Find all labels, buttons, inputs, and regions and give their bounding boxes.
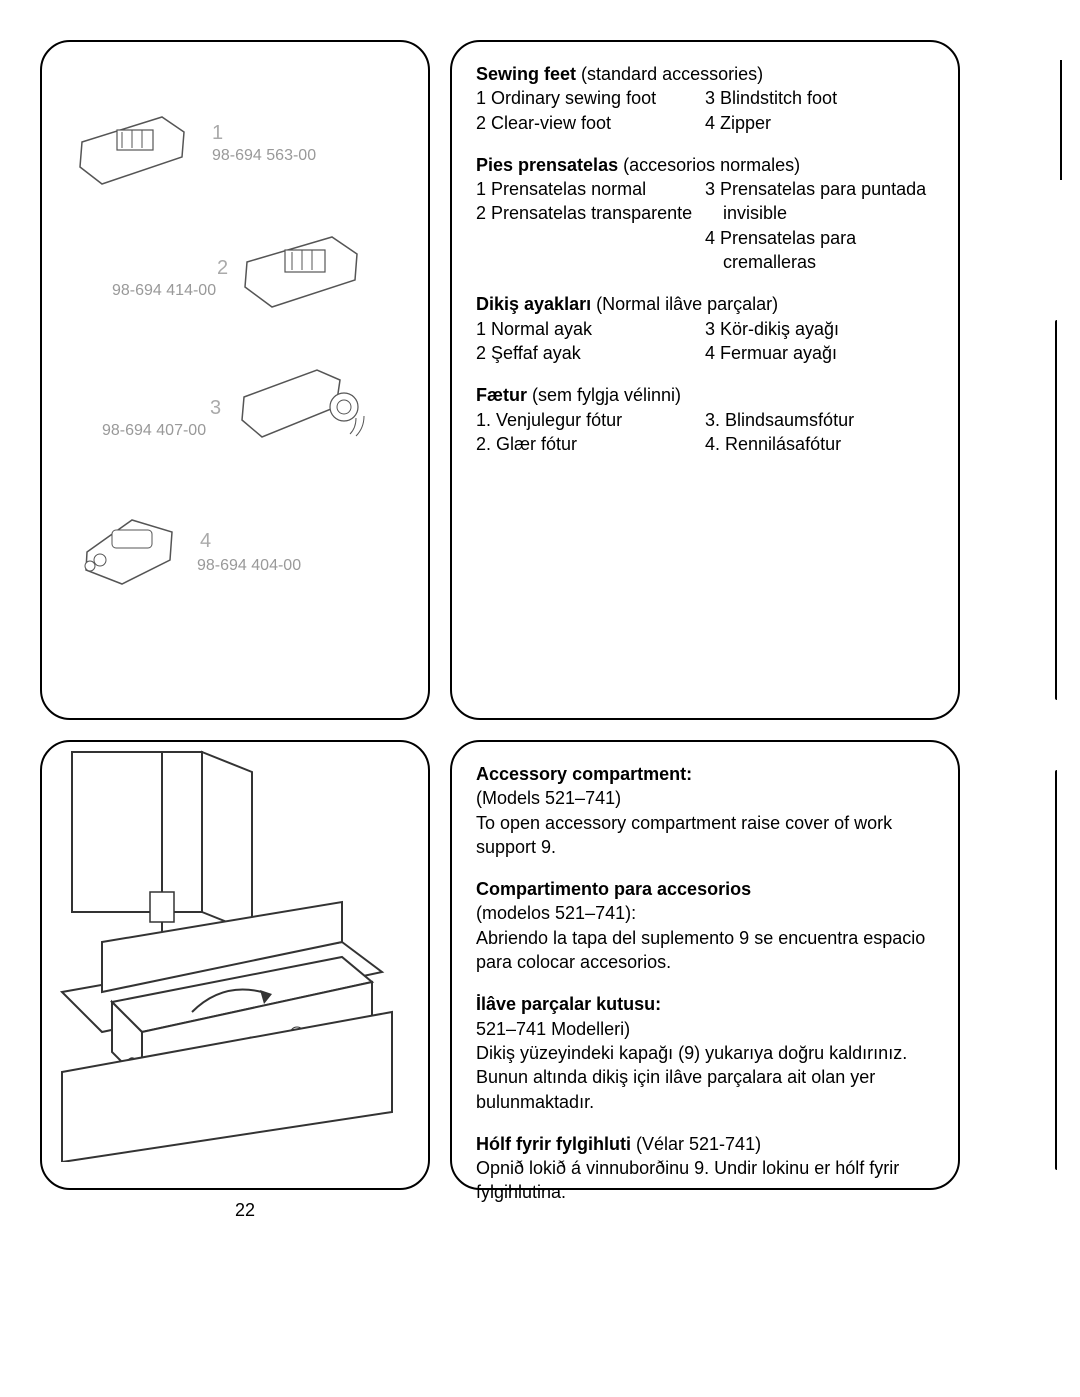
item-3-number: 3	[210, 397, 221, 420]
row-top: 1 98-694 563-00 2 98-694 414-00 3 98	[40, 40, 1040, 720]
tr-head-rest: (Normal ilâve parçalar)	[591, 294, 778, 314]
comp-es-l1: (modelos 521–741):	[476, 901, 934, 925]
en-head-rest: (standard accessories)	[576, 64, 763, 84]
foot-3-icon	[232, 362, 372, 457]
compartment-icon	[42, 742, 402, 1162]
comp-es: Compartimento para accesorios (modelos 5…	[476, 877, 934, 974]
section-is: Fætur (sem fylgja vélinni) 1. Venjulegur…	[476, 383, 934, 456]
item-4-partno: 98-694 404-00	[197, 557, 301, 575]
section-en: Sewing feet (standard accessories) 1 Ord…	[476, 62, 934, 135]
en-l1: 1 Ordinary sewing foot	[476, 86, 705, 110]
tr-l1: 1 Normal ayak	[476, 317, 705, 341]
edge-hint-3	[1055, 770, 1057, 1170]
section-es: Pies prensatelas (accesorios normales) 1…	[476, 153, 934, 274]
is-head-rest: (sem fylgja vélinni)	[527, 385, 681, 405]
item-1-number: 1	[212, 122, 223, 145]
comp-tr-l2: Dikiş yüzeyindeki kapağı (9) yukarıya do…	[476, 1041, 934, 1114]
comp-en: Accessory compartment: (Models 521–741) …	[476, 762, 934, 859]
en-head-bold: Sewing feet	[476, 64, 576, 84]
panel-feet-diagram: 1 98-694 563-00 2 98-694 414-00 3 98	[40, 40, 430, 720]
panel-compartment-diagram	[40, 740, 430, 1190]
comp-tr-l1: 521–741 Modelleri)	[476, 1017, 934, 1041]
edge-hint-1	[1060, 60, 1062, 180]
is-r2: 4. Rennilásafótur	[705, 432, 934, 456]
foot-4-icon	[72, 502, 192, 592]
en-r1: 3 Blindstitch foot	[705, 86, 934, 110]
manual-page: 1 98-694 563-00 2 98-694 414-00 3 98	[40, 40, 1040, 1210]
tr-r1: 3 Kör-dikiş ayağı	[705, 317, 934, 341]
tr-head-bold: Dikiş ayakları	[476, 294, 591, 314]
en-r2: 4 Zipper	[705, 111, 934, 135]
comp-en-l1: (Models 521–741)	[476, 786, 934, 810]
is-l1: 1. Venjulegur fótur	[476, 408, 705, 432]
tr-r2: 4 Fermuar ayağı	[705, 341, 934, 365]
edge-hint-2	[1055, 320, 1057, 700]
es-r2: 4 Prensatelas para cremalleras	[705, 226, 934, 275]
comp-is: Hólf fyrir fylgihluti (Vélar 521-741) Op…	[476, 1132, 934, 1205]
es-head-rest: (accesorios normales)	[618, 155, 800, 175]
comp-es-l2: Abriendo la tapa del suplemento 9 se enc…	[476, 926, 934, 975]
es-l1: 1 Prensatelas normal	[476, 177, 705, 201]
foot-1-icon	[72, 112, 192, 192]
section-tr: Dikiş ayakları (Normal ilâve parçalar) 1…	[476, 292, 934, 365]
item-2-number: 2	[217, 257, 228, 280]
tr-l2: 2 Şeffaf ayak	[476, 341, 705, 365]
page-number: 22	[235, 1200, 255, 1221]
en-l2: 2 Clear-view foot	[476, 111, 705, 135]
row-bottom: Accessory compartment: (Models 521–741) …	[40, 740, 1040, 1190]
comp-is-l1: Opnið lokið á vinnuborðinu 9. Undir loki…	[476, 1156, 934, 1205]
es-l2: 2 Prensatelas transparente	[476, 201, 705, 225]
item-4-number: 4	[200, 530, 211, 553]
comp-es-head: Compartimento para accesorios	[476, 879, 751, 899]
comp-tr: İlâve parçalar kutusu: 521–741 Modelleri…	[476, 992, 934, 1113]
comp-is-head-rest: (Vélar 521-741)	[631, 1134, 761, 1154]
comp-en-head: Accessory compartment:	[476, 764, 692, 784]
comp-tr-head: İlâve parçalar kutusu:	[476, 994, 661, 1014]
es-head-bold: Pies prensatelas	[476, 155, 618, 175]
is-head-bold: Fætur	[476, 385, 527, 405]
item-3-partno: 98-694 407-00	[102, 422, 206, 440]
panel-feet-text: Sewing feet (standard accessories) 1 Ord…	[450, 40, 960, 720]
es-r1: 3 Prensatelas para puntada invisible	[705, 177, 934, 226]
is-l2: 2. Glær fótur	[476, 432, 705, 456]
is-r1: 3. Blindsaumsfótur	[705, 408, 934, 432]
comp-is-head: Hólf fyrir fylgihluti	[476, 1134, 631, 1154]
panel-compartment-text: Accessory compartment: (Models 521–741) …	[450, 740, 960, 1190]
comp-en-l2: To open accessory compartment raise cove…	[476, 811, 934, 860]
foot-2-icon	[237, 232, 367, 317]
item-2-partno: 98-694 414-00	[112, 282, 216, 300]
item-1-partno: 98-694 563-00	[212, 147, 316, 165]
